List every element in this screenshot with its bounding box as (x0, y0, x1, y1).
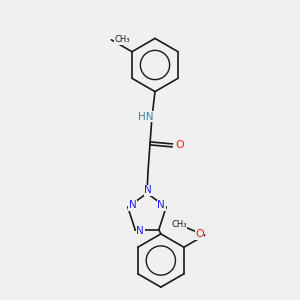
Text: N: N (129, 200, 137, 210)
Text: O: O (195, 229, 204, 239)
Text: HN: HN (138, 112, 154, 122)
Text: N: N (157, 200, 165, 210)
Text: CH₃: CH₃ (171, 220, 187, 230)
Text: N: N (144, 185, 152, 195)
Text: N: N (136, 226, 144, 236)
Text: CH₃: CH₃ (114, 35, 130, 44)
Text: O: O (175, 140, 184, 150)
